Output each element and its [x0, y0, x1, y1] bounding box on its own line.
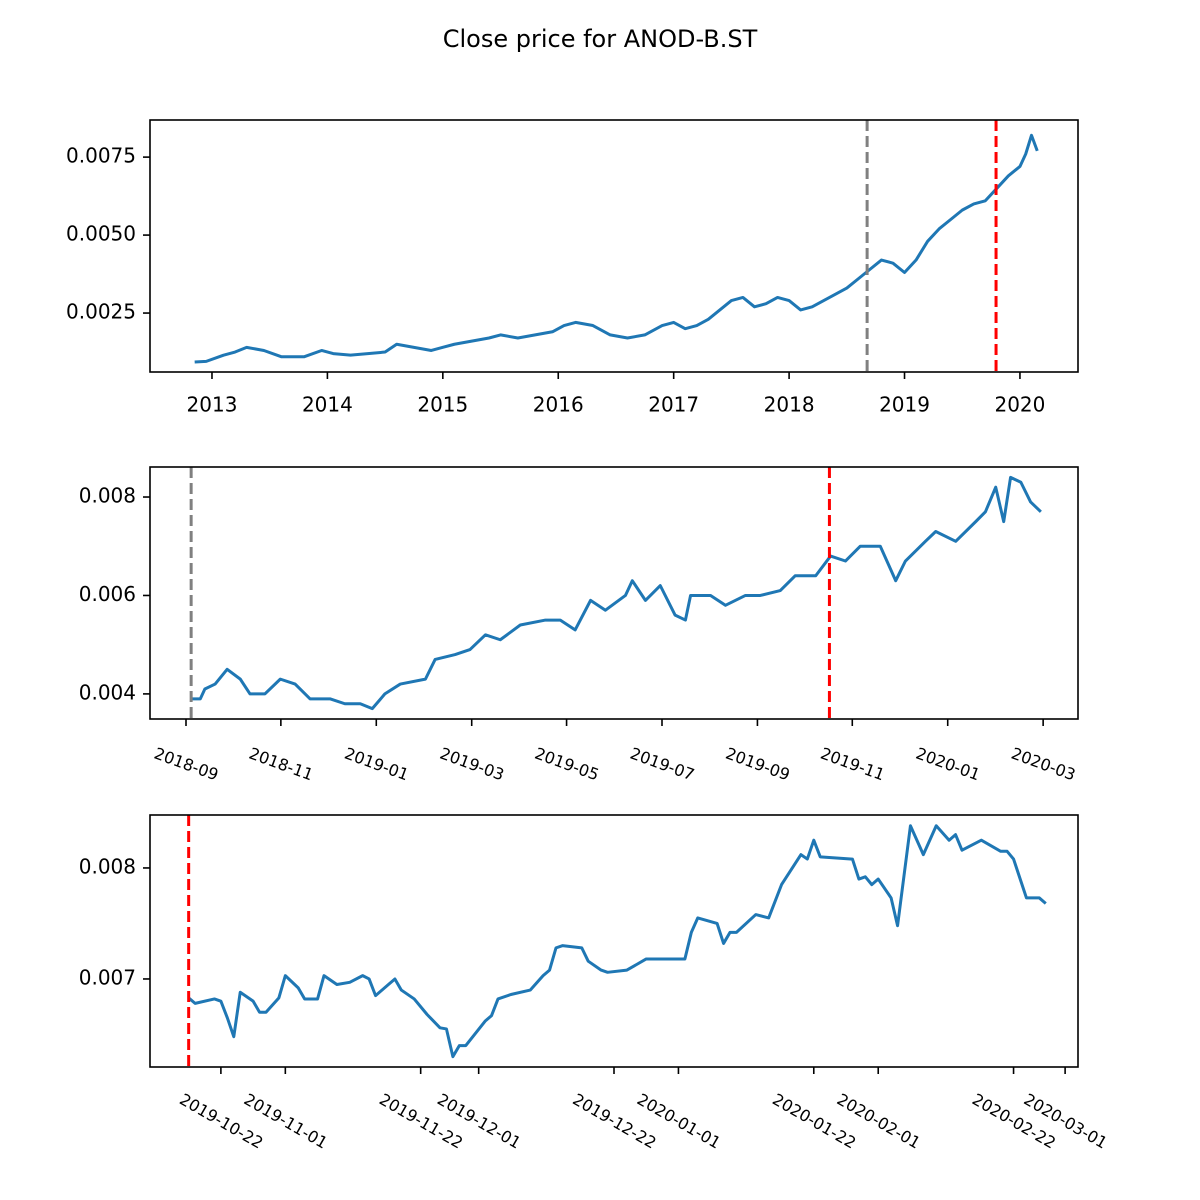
y-tick-label: 0.008 [79, 854, 136, 878]
axes-frame [149, 814, 1079, 1068]
price-line [191, 475, 1042, 711]
y-tick-label: 0.008 [79, 484, 136, 508]
figure-title: Close price for ANOD-B.ST [443, 25, 758, 53]
y-tick-label: 0.006 [79, 582, 136, 606]
x-tick-label: 2013 [187, 393, 238, 417]
price-line [194, 133, 1039, 364]
axes-frame [149, 466, 1079, 720]
x-tick-label: 2019 [879, 393, 930, 417]
y-tick-label: 0.0050 [66, 222, 136, 246]
y-tick-label: 0.004 [79, 680, 136, 704]
y-tick-label: 0.007 [79, 965, 136, 989]
y-tick-label: 0.0075 [66, 144, 136, 168]
x-tick-label: 2014 [302, 393, 353, 417]
price-line [187, 824, 1047, 1059]
x-tick-label: 2020 [994, 393, 1045, 417]
x-tick-label: 2016 [533, 393, 584, 417]
x-tick-label: 2017 [648, 393, 699, 417]
axes-frame [149, 119, 1079, 373]
x-tick-label: 2015 [417, 393, 468, 417]
x-tick-label: 2018 [764, 393, 815, 417]
y-tick-label: 0.0025 [66, 300, 136, 324]
